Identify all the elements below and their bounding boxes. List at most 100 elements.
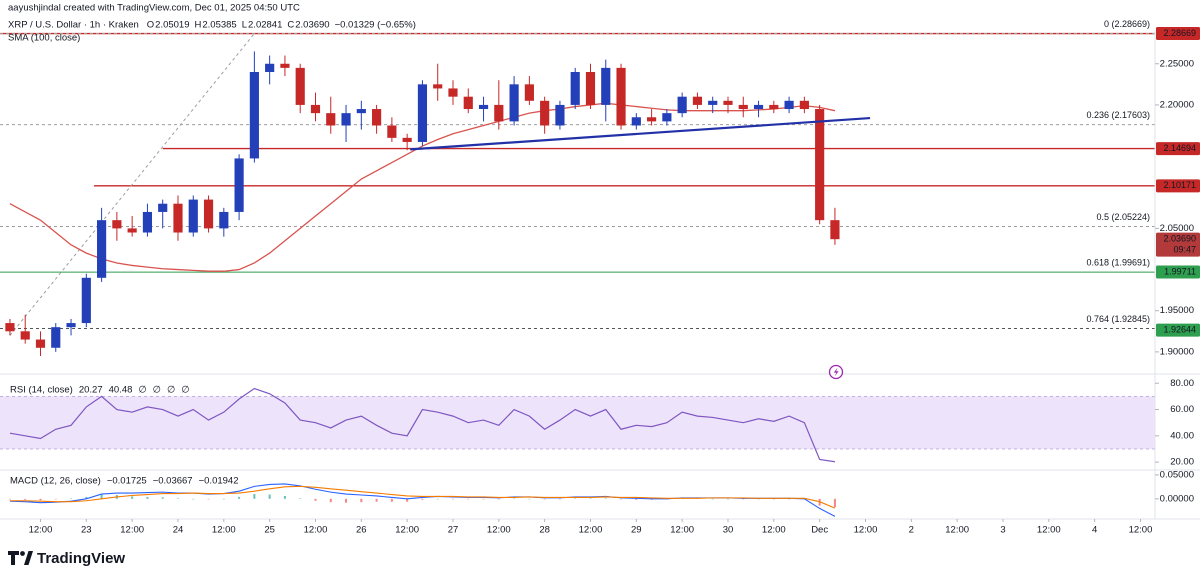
x-tick-label: Dec: [811, 525, 828, 536]
macd-histogram-bar: [146, 496, 149, 499]
x-tick-label: 12:00: [579, 525, 603, 536]
event-icon: [828, 364, 844, 380]
macd-histogram-bar: [726, 498, 729, 500]
pane-title: RSI (14, close): [10, 385, 73, 396]
candle-body: [601, 67, 611, 105]
quote-key: H: [195, 20, 202, 31]
y-tick-label: 40.00: [1170, 430, 1194, 441]
candle-body: [127, 228, 137, 233]
macd-histogram-bar: [711, 498, 714, 500]
x-tick-label: 4: [1092, 525, 1097, 536]
quote-value: 2.05019: [155, 20, 189, 31]
symbol: XRP / U.S. Dollar · 1h · Kraken: [8, 20, 139, 31]
macd-histogram-bar: [543, 498, 546, 500]
pane-legend-value: −0.01725: [107, 476, 147, 487]
x-tick-label: 2: [909, 525, 914, 536]
candle-body: [753, 104, 764, 110]
macd-histogram-bar: [299, 498, 302, 499]
x-tick-label: 12:00: [762, 525, 786, 536]
x-tick-label: 12:00: [487, 525, 511, 536]
macd-histogram-bar: [451, 498, 454, 500]
candle-body: [570, 71, 580, 105]
candle-body: [112, 220, 122, 229]
x-tick-label: 12:00: [395, 525, 419, 536]
macd-histogram-bar: [742, 498, 745, 500]
price-label: 2.10171: [1163, 180, 1196, 190]
x-tick-label: 12:00: [945, 525, 969, 536]
candle-body: [51, 327, 61, 348]
candle-body: [173, 203, 183, 233]
y-tick-label: 60.00: [1170, 404, 1194, 415]
y-tick-label: 20.00: [1170, 457, 1194, 468]
candle-body: [280, 63, 290, 68]
candle-body: [310, 104, 321, 114]
macd-histogram-bar: [314, 498, 317, 501]
sma-line: [9, 102, 836, 272]
panes: 0 (2.28669) 0.236 (2.17603) 0.5 (2.05224) 0…: [0, 19, 1155, 517]
quote-key: O: [147, 20, 154, 31]
candle-body: [799, 100, 809, 110]
macd-histogram-bar: [375, 498, 378, 502]
candle-body: [769, 104, 779, 110]
candle-body: [142, 211, 153, 233]
x-tick-label: 12:00: [212, 525, 236, 536]
candle-body: [35, 339, 46, 348]
candle-body: [417, 84, 428, 142]
candle-body: [97, 220, 107, 278]
macd-histogram-bar: [589, 498, 592, 499]
quote-key: L: [242, 20, 247, 31]
y-tick-label: 1.95000: [1160, 305, 1194, 316]
candle-body: [647, 117, 657, 122]
pane-legend-value: ∅: [153, 385, 161, 396]
macd-histogram-bar: [436, 498, 439, 500]
candle-body: [372, 109, 382, 126]
y-tick-label: 1.90000: [1160, 346, 1194, 357]
x-tick-label: 26: [356, 525, 367, 536]
x-tick-label: 12:00: [854, 525, 878, 536]
price-label: 2.03690: [1163, 234, 1196, 244]
macd-histogram-bar: [574, 498, 577, 499]
candle-body: [81, 277, 91, 324]
candle-body: [540, 100, 550, 126]
candle-body: [585, 71, 596, 105]
y-tick-label: 2.05000: [1160, 223, 1194, 234]
macd-histogram-bar: [70, 498, 73, 499]
fib-label: 0.764 (1.92845): [1086, 314, 1150, 324]
macd-histogram-bar: [788, 498, 791, 500]
macd-histogram-bar: [620, 498, 623, 500]
macd-histogram-bar: [176, 498, 179, 499]
x-tick-label: 27: [448, 525, 459, 536]
candle-body: [723, 100, 733, 105]
macd-histogram-bar: [131, 496, 134, 499]
macd-histogram-bar: [283, 495, 286, 499]
y-tick-label: 0.00000: [1160, 493, 1194, 504]
macd-histogram-bar: [39, 498, 42, 501]
pane-legend-value: ∅: [138, 385, 146, 396]
candle-body: [708, 100, 718, 105]
pane-legend-value: −0.03667: [153, 476, 193, 487]
macd-histogram-bar: [268, 494, 271, 499]
candle-body: [433, 84, 443, 89]
credit: aayushjindal created with TradingView.co…: [8, 3, 300, 14]
price-label-box: [1156, 232, 1200, 257]
quote-value: 2.05385: [202, 20, 236, 31]
macd-pane: MACD (12, 26, close) −0.01725 −0.03667 −0.0…: [8, 476, 836, 517]
macd-histogram-bar: [253, 494, 256, 499]
y-tick-label: 2.25000: [1160, 58, 1194, 69]
signal-line: [9, 485, 836, 509]
candle-body: [478, 104, 489, 110]
axes: 2.25000 2.20000 2.05000 1.95000 1.90000 2.286…: [29, 27, 1200, 536]
rsi-pane: RSI (14, close) 20.27 40.48 ∅ ∅ ∅ ∅: [0, 385, 1155, 463]
brand-logo: TradingView: [8, 550, 125, 567]
quote-change: −0.01329 (−0.65%): [335, 20, 416, 31]
candle-body: [662, 113, 672, 122]
x-tick-label: 12:00: [304, 525, 328, 536]
quote-key: C: [287, 20, 294, 31]
price-label-box: [1156, 265, 1200, 279]
fib-label: 0.236 (2.17603): [1086, 110, 1150, 120]
macd-histogram-bar: [482, 498, 485, 500]
y-tick-label: 2.20000: [1160, 99, 1194, 110]
candle-body: [356, 109, 366, 114]
macd-histogram-bar: [497, 498, 500, 500]
price-label: 2.28669: [1163, 28, 1196, 38]
